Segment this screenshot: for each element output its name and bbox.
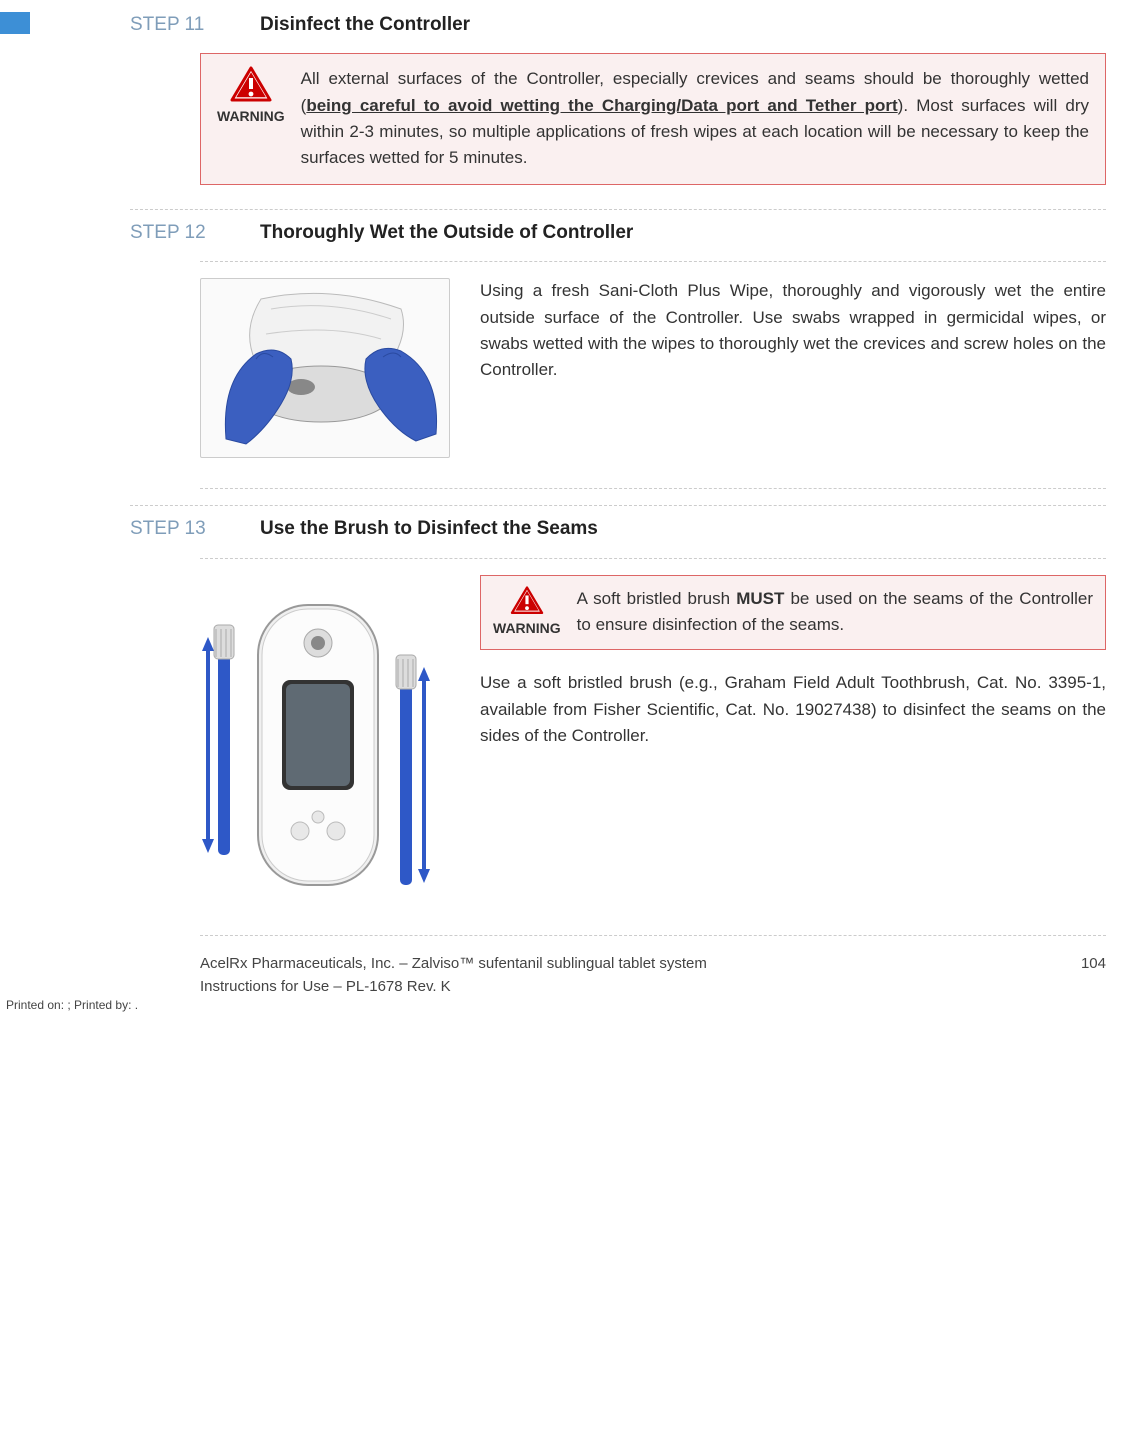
step12-label: STEP 12	[130, 218, 260, 247]
step11-warning-underline: being careful to avoid wetting the Charg…	[306, 96, 897, 115]
footer-line1: AcelRx Pharmaceuticals, Inc. – Zalviso™ …	[200, 952, 707, 975]
step13-title: Use the Brush to Disinfect the Seams	[260, 514, 598, 543]
step13-warn-pre: A soft bristled brush	[577, 589, 737, 608]
footer-line2: Instructions for Use – PL-1678 Rev. K	[200, 975, 707, 998]
step13-illustration	[200, 585, 450, 905]
warning-triangle-icon	[230, 66, 272, 104]
step13-body: WARNING A soft bristled brush MUST be us…	[200, 558, 1106, 905]
divider	[200, 488, 1106, 489]
step13-text-col: WARNING A soft bristled brush MUST be us…	[480, 575, 1106, 905]
page-content: STEP 11 Disinfect the Controller WARNING…	[0, 0, 1136, 1018]
page-number: 104	[1081, 952, 1106, 999]
footer-text: AcelRx Pharmaceuticals, Inc. – Zalviso™ …	[200, 952, 707, 999]
step11-title: Disinfect the Controller	[260, 10, 470, 39]
warning-icon-col-2: WARNING	[493, 586, 561, 640]
page-footer: AcelRx Pharmaceuticals, Inc. – Zalviso™ …	[200, 952, 1106, 999]
step13-header: STEP 13 Use the Brush to Disinfect the S…	[130, 505, 1106, 543]
divider-2	[200, 935, 1106, 936]
step12-illustration	[200, 278, 450, 458]
step13-warn-bold: MUST	[736, 589, 784, 608]
step13-body-text: Use a soft bristled brush (e.g., Graham …	[480, 670, 1106, 749]
warning-label-2: WARNING	[493, 618, 561, 640]
step13-warning-text: A soft bristled brush MUST be used on th…	[577, 586, 1093, 639]
warning-icon-col: WARNING	[217, 66, 285, 128]
step12-body: Using a fresh Sani-Cloth Plus Wipe, thor…	[200, 261, 1106, 458]
step12-image-col	[200, 278, 460, 458]
step13-image-col	[200, 575, 460, 905]
step12-title: Thoroughly Wet the Outside of Controller	[260, 218, 633, 247]
warning-label: WARNING	[217, 106, 285, 128]
warning-triangle-icon	[510, 586, 544, 616]
step11-warning-box: WARNING All external surfaces of the Con…	[200, 53, 1106, 184]
step12-text: Using a fresh Sani-Cloth Plus Wipe, thor…	[480, 278, 1106, 458]
step12-header: STEP 12 Thoroughly Wet the Outside of Co…	[130, 209, 1106, 247]
step13-warning-box: WARNING A soft bristled brush MUST be us…	[480, 575, 1106, 651]
step13-label: STEP 13	[130, 514, 260, 543]
step11-warning-text: All external surfaces of the Controller,…	[301, 66, 1089, 171]
step11-header: STEP 11 Disinfect the Controller	[130, 10, 1106, 39]
printed-stamp: Printed on: ; Printed by: .	[6, 996, 138, 1015]
step11-label: STEP 11	[130, 10, 260, 39]
